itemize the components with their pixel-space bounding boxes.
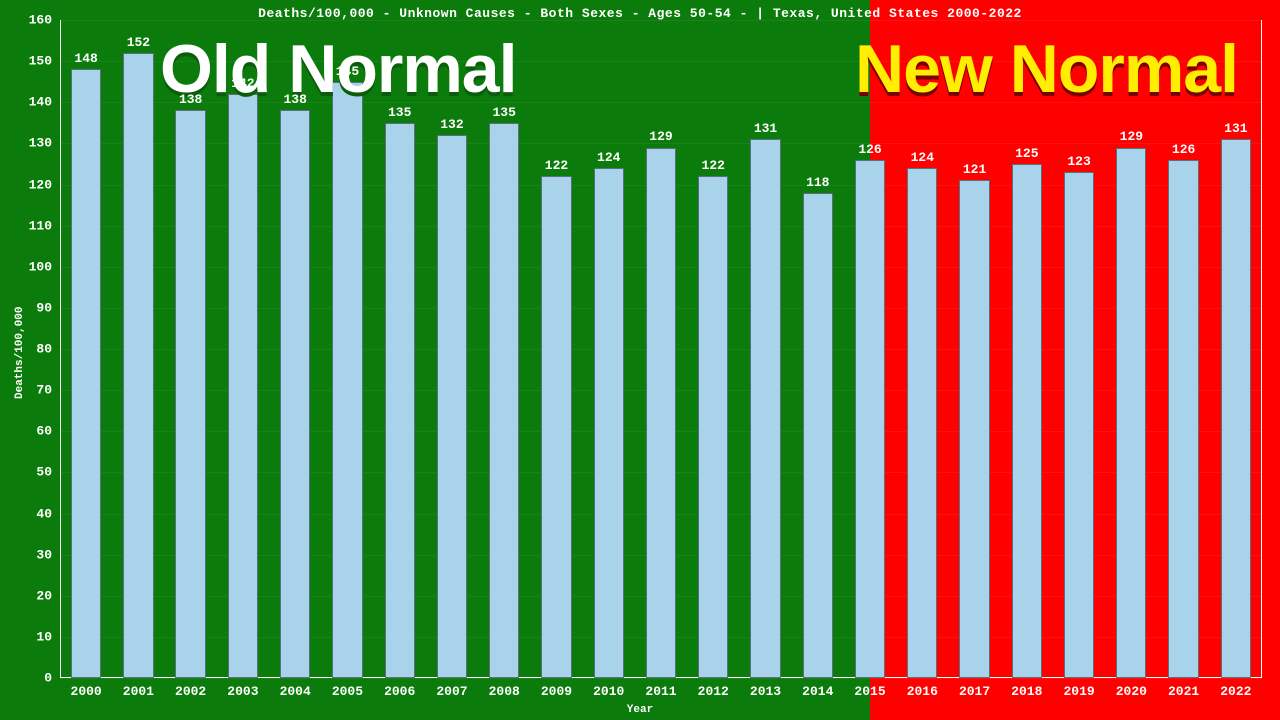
- bar: [489, 123, 519, 678]
- bar: [332, 82, 362, 678]
- y-tick-label: 50: [0, 465, 52, 480]
- x-tick-label: 2009: [541, 684, 572, 699]
- bar-value-label: 131: [1224, 121, 1247, 136]
- bar-value-label: 121: [963, 162, 986, 177]
- x-tick-label: 2007: [436, 684, 467, 699]
- x-axis-title: Year: [627, 704, 653, 716]
- bar: [907, 168, 937, 678]
- bar-value-label: 148: [74, 51, 97, 66]
- bar-value-label: 118: [806, 175, 829, 190]
- bar-value-label: 135: [493, 105, 516, 120]
- y-tick-label: 30: [0, 547, 52, 562]
- bar: [1116, 148, 1146, 679]
- bar-value-label: 124: [597, 150, 620, 165]
- bar-value-label: 138: [283, 92, 306, 107]
- x-tick-label: 2008: [489, 684, 520, 699]
- x-tick-label: 2021: [1168, 684, 1199, 699]
- bar: [855, 160, 885, 678]
- y-tick-label: 70: [0, 383, 52, 398]
- bar: [1012, 164, 1042, 678]
- bar-value-label: 123: [1067, 154, 1090, 169]
- y-tick-label: 90: [0, 300, 52, 315]
- x-tick-label: 2006: [384, 684, 415, 699]
- x-tick-label: 2004: [280, 684, 311, 699]
- y-tick-label: 40: [0, 506, 52, 521]
- bar-value-label: 132: [440, 117, 463, 132]
- x-tick-label: 2016: [907, 684, 938, 699]
- bar-value-label: 131: [754, 121, 777, 136]
- y-tick-label: 150: [0, 54, 52, 69]
- bar-value-label: 145: [336, 64, 359, 79]
- bar-value-label: 129: [649, 129, 672, 144]
- x-tick-label: 2005: [332, 684, 363, 699]
- y-tick-label: 20: [0, 588, 52, 603]
- bar-value-label: 124: [911, 150, 934, 165]
- y-tick-label: 80: [0, 342, 52, 357]
- bar-value-label: 135: [388, 105, 411, 120]
- y-tick-label: 110: [0, 218, 52, 233]
- bar: [803, 193, 833, 678]
- bar: [1221, 139, 1251, 678]
- x-tick-label: 2018: [1011, 684, 1042, 699]
- bar-value-label: 125: [1015, 146, 1038, 161]
- bar-value-label: 122: [545, 158, 568, 173]
- bar: [71, 69, 101, 678]
- bar-value-label: 138: [179, 92, 202, 107]
- chart-title: Deaths/100,000 - Unknown Causes - Both S…: [0, 6, 1280, 21]
- grid-line: [60, 678, 1262, 679]
- x-tick-label: 2013: [750, 684, 781, 699]
- x-tick-label: 2012: [698, 684, 729, 699]
- bar: [646, 148, 676, 679]
- bar: [1064, 172, 1094, 678]
- y-tick-label: 160: [0, 13, 52, 28]
- x-tick-label: 2020: [1116, 684, 1147, 699]
- y-tick-label: 130: [0, 136, 52, 151]
- grid-line: [60, 20, 1262, 21]
- x-tick-label: 2010: [593, 684, 624, 699]
- bar: [123, 53, 153, 678]
- x-tick-label: 2000: [71, 684, 102, 699]
- y-tick-label: 140: [0, 95, 52, 110]
- bar: [385, 123, 415, 678]
- bar: [959, 180, 989, 678]
- y-tick-label: 0: [0, 671, 52, 686]
- x-tick-label: 2014: [802, 684, 833, 699]
- overlay-new-normal: New Normal: [855, 30, 1238, 108]
- bar: [541, 176, 571, 678]
- x-tick-label: 2011: [645, 684, 676, 699]
- x-tick-label: 2019: [1063, 684, 1094, 699]
- bar-value-label: 122: [702, 158, 725, 173]
- x-tick-label: 2022: [1220, 684, 1251, 699]
- chart-canvas: Deaths/100,000 - Unknown Causes - Both S…: [0, 0, 1280, 720]
- y-tick-label: 120: [0, 177, 52, 192]
- bar-value-label: 142: [231, 76, 254, 91]
- y-tick-label: 10: [0, 629, 52, 644]
- bar-value-label: 152: [127, 35, 150, 50]
- bar: [280, 110, 310, 678]
- bar: [437, 135, 467, 678]
- bar: [1168, 160, 1198, 678]
- x-tick-label: 2015: [854, 684, 885, 699]
- bar: [175, 110, 205, 678]
- x-tick-label: 2017: [959, 684, 990, 699]
- plot-area: [60, 20, 1262, 678]
- bar: [594, 168, 624, 678]
- bar: [228, 94, 258, 678]
- bar-value-label: 126: [858, 142, 881, 157]
- x-tick-label: 2003: [227, 684, 258, 699]
- x-tick-label: 2002: [175, 684, 206, 699]
- x-tick-label: 2001: [123, 684, 154, 699]
- bar-value-label: 129: [1120, 129, 1143, 144]
- y-tick-label: 100: [0, 259, 52, 274]
- bar: [750, 139, 780, 678]
- bar: [698, 176, 728, 678]
- y-tick-label: 60: [0, 424, 52, 439]
- bar-value-label: 126: [1172, 142, 1195, 157]
